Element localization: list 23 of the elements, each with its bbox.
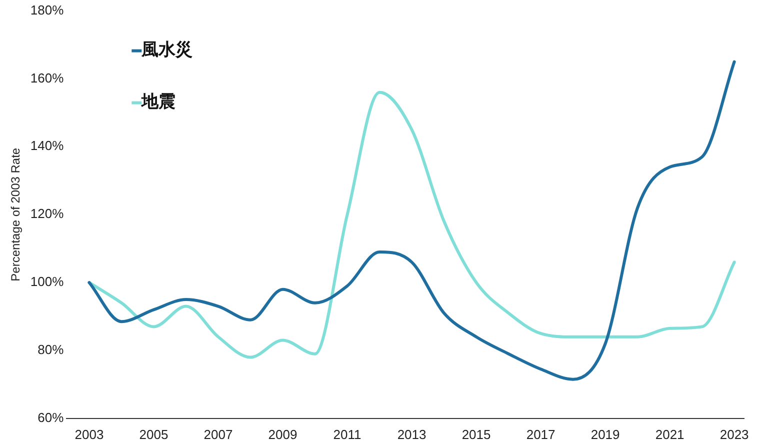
y-tick-label: 140% [30,138,64,154]
y-tick-label: 180% [30,2,64,18]
line-series [88,60,736,381]
x-tick-label: 2011 [333,426,362,442]
y-tick-label: 80% [38,342,64,358]
x-tick-label: 2007 [204,426,233,442]
x-tick-label: 2005 [139,426,168,442]
x-tick-label: 2023 [720,426,749,442]
x-tick-label: 2015 [462,426,491,442]
y-tick-label: 60% [38,410,64,425]
y-axis-title: Percentage of 2003 Rate [8,148,23,282]
x-tick-label: 2013 [397,426,426,442]
x-tick-label: 2017 [526,426,556,442]
x-tick-label: 2003 [74,426,104,442]
legend-label: 風水災 [140,40,193,60]
x-tick-label: 2009 [268,426,298,442]
x-tick-label: 2019 [590,426,620,442]
y-tick-label: 160% [30,70,64,86]
legend-label: 地震 [140,92,176,112]
line-series [88,90,736,359]
y-tick-label: 120% [30,206,64,222]
x-tick-label: 2021 [655,426,684,442]
y-tick-label: 100% [30,274,64,290]
